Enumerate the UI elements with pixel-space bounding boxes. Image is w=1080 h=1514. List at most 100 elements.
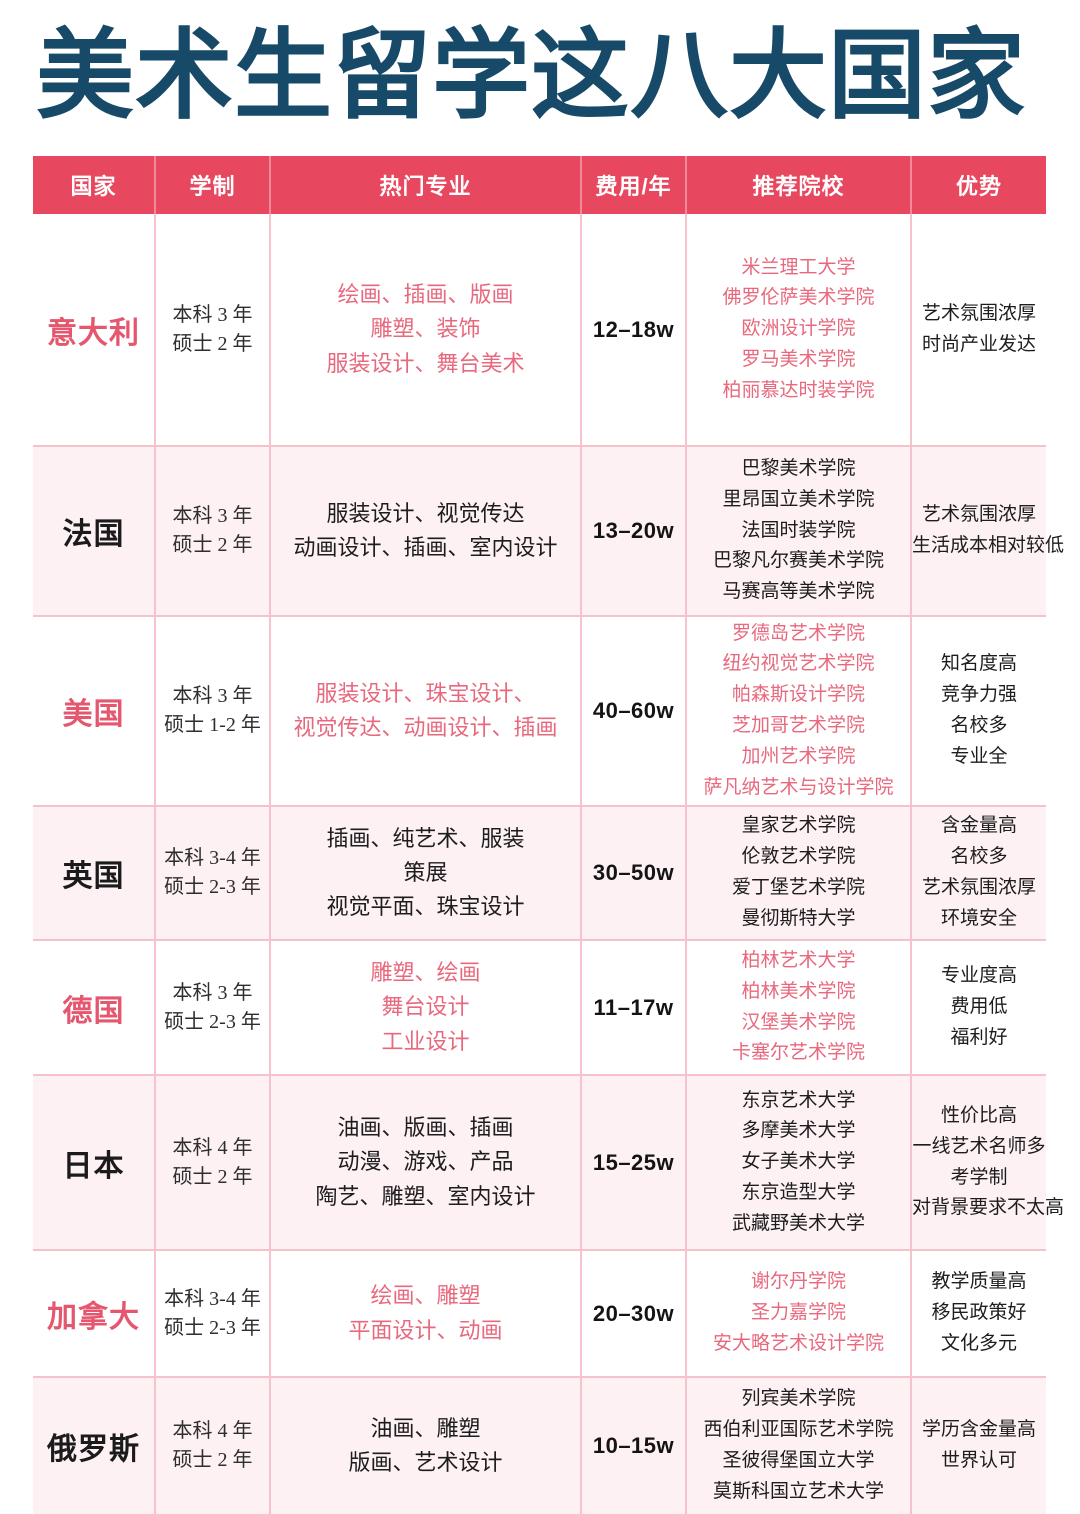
comparison-table-wrapper: 国家 学制 热门专业 费用/年 推荐院校 优势 意大利 本科 3 年硕士 2 年绘… <box>33 156 1065 1514</box>
school-line: 谢尔丹学院 <box>750 1271 846 1293</box>
school-line: 法国时装学院 <box>741 519 856 541</box>
school-line: 萨凡纳艺术与设计学院 <box>703 776 894 798</box>
cell-fee: 30–50w <box>581 806 687 941</box>
cell-degree: 本科 4 年硕士 2 年 <box>155 1075 271 1251</box>
table-header: 国家 学制 热门专业 费用/年 推荐院校 优势 <box>33 156 1046 214</box>
merit-line: 名校多 <box>950 715 1008 736</box>
major-line: 绘画、雕塑 <box>370 1283 481 1309</box>
school-line: 米兰理工大学 <box>741 256 856 278</box>
merit: 知名度高 竞争力强 名校多 专业全 <box>912 649 1046 772</box>
cell-merit: 艺术氛围浓厚 生活成本相对较低 <box>911 446 1064 617</box>
major-line: 版画、艺术设计 <box>348 1450 503 1475</box>
merit-line: 移民政策好 <box>931 1302 1027 1324</box>
school-line: 东京艺术大学 <box>741 1089 856 1111</box>
table-row: 英国 本科 3-4 年硕士 2-3 年插画、纯艺术、服装 策展 视觉平面、珠宝设计 30… <box>33 806 1046 941</box>
degree: 本科 3 年硕士 1-2 年 <box>156 682 269 740</box>
school-line: 佛罗伦萨美术学院 <box>722 287 875 309</box>
cell-degree: 本科 4 年硕士 2 年 <box>155 1377 271 1514</box>
study-abroad-table: 国家 学制 热门专业 费用/年 推荐院校 优势 意大利 本科 3 年硕士 2 年绘… <box>33 156 1065 1514</box>
merit-line: 竞争力强 <box>940 684 1017 706</box>
degree-line: 本科 3 年 <box>172 303 253 326</box>
school-line: 列宾美术学院 <box>741 1388 856 1410</box>
school-line: 圣彼得堡国立大学 <box>722 1450 875 1471</box>
school-line: 多摩美术大学 <box>741 1120 856 1142</box>
table-row: 意大利 本科 3 年硕士 2 年绘画、插画、版画 雕塑、装饰 服装设计、舞台美术 12–… <box>33 214 1046 447</box>
merit-line: 艺术氛围浓厚 <box>921 504 1036 526</box>
cell-major: 服装设计、珠宝设计、 视觉传达、动画设计、插画 <box>270 616 582 807</box>
merit-line: 考学制 <box>950 1166 1008 1188</box>
merit-line: 对背景要求不太高 <box>912 1197 1065 1219</box>
major-line: 视觉传达、动画设计、插画 <box>293 715 558 740</box>
major-line: 动画设计、插画、室内设计 <box>293 535 558 560</box>
table-row: 日本 本科 4 年硕士 2 年油画、版画、插画 动漫、游戏、产品 陶艺、雕塑、室内设计… <box>33 1075 1065 1251</box>
school-line: 东京造型大学 <box>741 1181 856 1203</box>
degree-line: 硕士 2-3 年 <box>164 876 261 898</box>
degree: 本科 3 年硕士 2 年 <box>156 301 269 359</box>
cell-country: 加拿大 <box>33 1250 156 1378</box>
cell-school: 巴黎美术学院 里昂国立美术学院 法国时装学院 巴黎凡尔赛美术学院 马赛高等美术学院 <box>686 446 912 617</box>
cell-degree: 本科 3-4 年硕士 2-3 年 <box>155 1250 271 1378</box>
merit-line: 教学质量高 <box>931 1271 1027 1293</box>
merit-line: 专业全 <box>950 745 1008 767</box>
merit: 含金量高 名校多 艺术氛围浓厚 环境安全 <box>912 811 1046 934</box>
school: 米兰理工大学 佛罗伦萨美术学院 欧洲设计学院 罗马美术学院 柏丽慕达时装学院 <box>687 253 910 407</box>
major-line: 服装设计、珠宝设计、 <box>315 680 536 706</box>
major-line: 平面设计、动画 <box>348 1317 503 1343</box>
major-line: 雕塑、装饰 <box>370 316 481 342</box>
degree: 本科 3 年硕士 2 年 <box>156 502 269 560</box>
major-line: 绘画、插画、版画 <box>337 282 514 308</box>
cell-major: 雕塑、绘画 舞台设计 工业设计 <box>270 940 582 1076</box>
cell-major: 绘画、雕塑平面设计、动画 <box>270 1250 582 1378</box>
cell-merit: 艺术氛围浓厚 时尚产业发达 <box>911 214 1046 447</box>
school-line: 帕森斯设计学院 <box>731 684 865 706</box>
cell-school: 米兰理工大学 佛罗伦萨美术学院 欧洲设计学院 罗马美术学院 柏丽慕达时装学院 <box>686 214 912 447</box>
merit-line: 世界认可 <box>940 1450 1017 1471</box>
cell-major: 绘画、插画、版画 雕塑、装饰 服装设计、舞台美术 <box>270 214 582 447</box>
merit: 教学质量高移民政策好文化多元 <box>912 1267 1046 1359</box>
school-line: 爱丁堡艺术学院 <box>731 877 865 898</box>
major-line: 策展 <box>403 859 448 885</box>
merit: 性价比高 一线艺术名师多 考学制 对背景要求不太高 <box>912 1101 1065 1224</box>
school-line: 柏丽慕达时装学院 <box>722 379 875 401</box>
school: 柏林艺术大学 柏林美术学院 汉堡美术学院 卡塞尔艺术学院 <box>687 946 910 1069</box>
cell-school: 谢尔丹学院 圣力嘉学院 安大略艺术设计学院 <box>686 1250 912 1378</box>
merit: 艺术氛围浓厚 生活成本相对较低 <box>912 500 1064 562</box>
merit: 专业度高 费用低 福利好 <box>912 961 1046 1053</box>
school-line: 欧洲设计学院 <box>741 318 856 340</box>
cell-degree: 本科 3 年硕士 1-2 年 <box>155 616 271 807</box>
merit-line: 费用低 <box>950 996 1008 1018</box>
school-line: 卡塞尔艺术学院 <box>731 1042 865 1064</box>
major: 油画、版画、插画 动漫、游戏、产品 陶艺、雕塑、室内设计 <box>271 1111 580 1213</box>
school-line: 曼彻斯特大学 <box>741 907 856 929</box>
school-line: 罗德岛艺术学院 <box>731 622 865 644</box>
school-line: 莫斯科国立艺术大学 <box>712 1480 884 1502</box>
column-header-degree: 学制 <box>155 156 271 214</box>
cell-school: 列宾美术学院西伯利亚国际艺术学院 圣彼得堡国立大学 莫斯科国立艺术大学 <box>686 1377 912 1514</box>
cell-major: 服装设计、视觉传达 动画设计、插画、室内设计 <box>270 446 582 617</box>
degree: 本科 4 年硕士 2 年 <box>156 1134 269 1192</box>
merit-line: 文化多元 <box>940 1332 1017 1354</box>
page-title: 美术生留学这八大国家 <box>36 19 1027 133</box>
major: 绘画、雕塑平面设计、动画 <box>271 1279 580 1347</box>
degree: 本科 4 年硕士 2 年 <box>156 1417 269 1475</box>
cell-country: 德国 <box>33 940 156 1076</box>
cell-school: 罗德岛艺术学院 纽约视觉艺术学院 帕森斯设计学院 芝加哥艺术学院 加州艺术学院 萨凡纳艺术… <box>686 616 912 807</box>
degree-line: 本科 3-4 年 <box>164 847 261 869</box>
cell-major: 插画、纯艺术、服装 策展 视觉平面、珠宝设计 <box>270 806 582 941</box>
cell-merit: 知名度高 竞争力强 名校多 专业全 <box>911 616 1046 807</box>
school: 东京艺术大学 多摩美术大学 女子美术大学 东京造型大学 武藏野美术大学 <box>687 1086 910 1240</box>
cell-fee: 13–20w <box>581 446 687 617</box>
major-line: 油画、版画、插画 <box>337 1115 514 1141</box>
merit-line: 艺术氛围浓厚 <box>921 302 1036 324</box>
degree-line: 硕士 2-3 年 <box>164 1010 261 1033</box>
column-header-merit: 优势 <box>911 156 1046 214</box>
major-line: 陶艺、雕塑、室内设计 <box>315 1183 536 1209</box>
school: 列宾美术学院西伯利亚国际艺术学院 圣彼得堡国立大学 莫斯科国立艺术大学 <box>687 1384 910 1507</box>
merit-line: 含金量高 <box>940 815 1017 837</box>
cell-fee: 10–15w <box>581 1377 687 1514</box>
cell-country: 法国 <box>33 446 156 617</box>
cell-merit: 教学质量高移民政策好文化多元 <box>911 1250 1046 1378</box>
school-line: 安大略艺术设计学院 <box>712 1332 884 1354</box>
school-line: 西伯利亚国际艺术学院 <box>703 1419 894 1441</box>
table-row: 法国 本科 3 年硕士 2 年服装设计、视觉传达 动画设计、插画、室内设计 13–20… <box>33 446 1064 617</box>
